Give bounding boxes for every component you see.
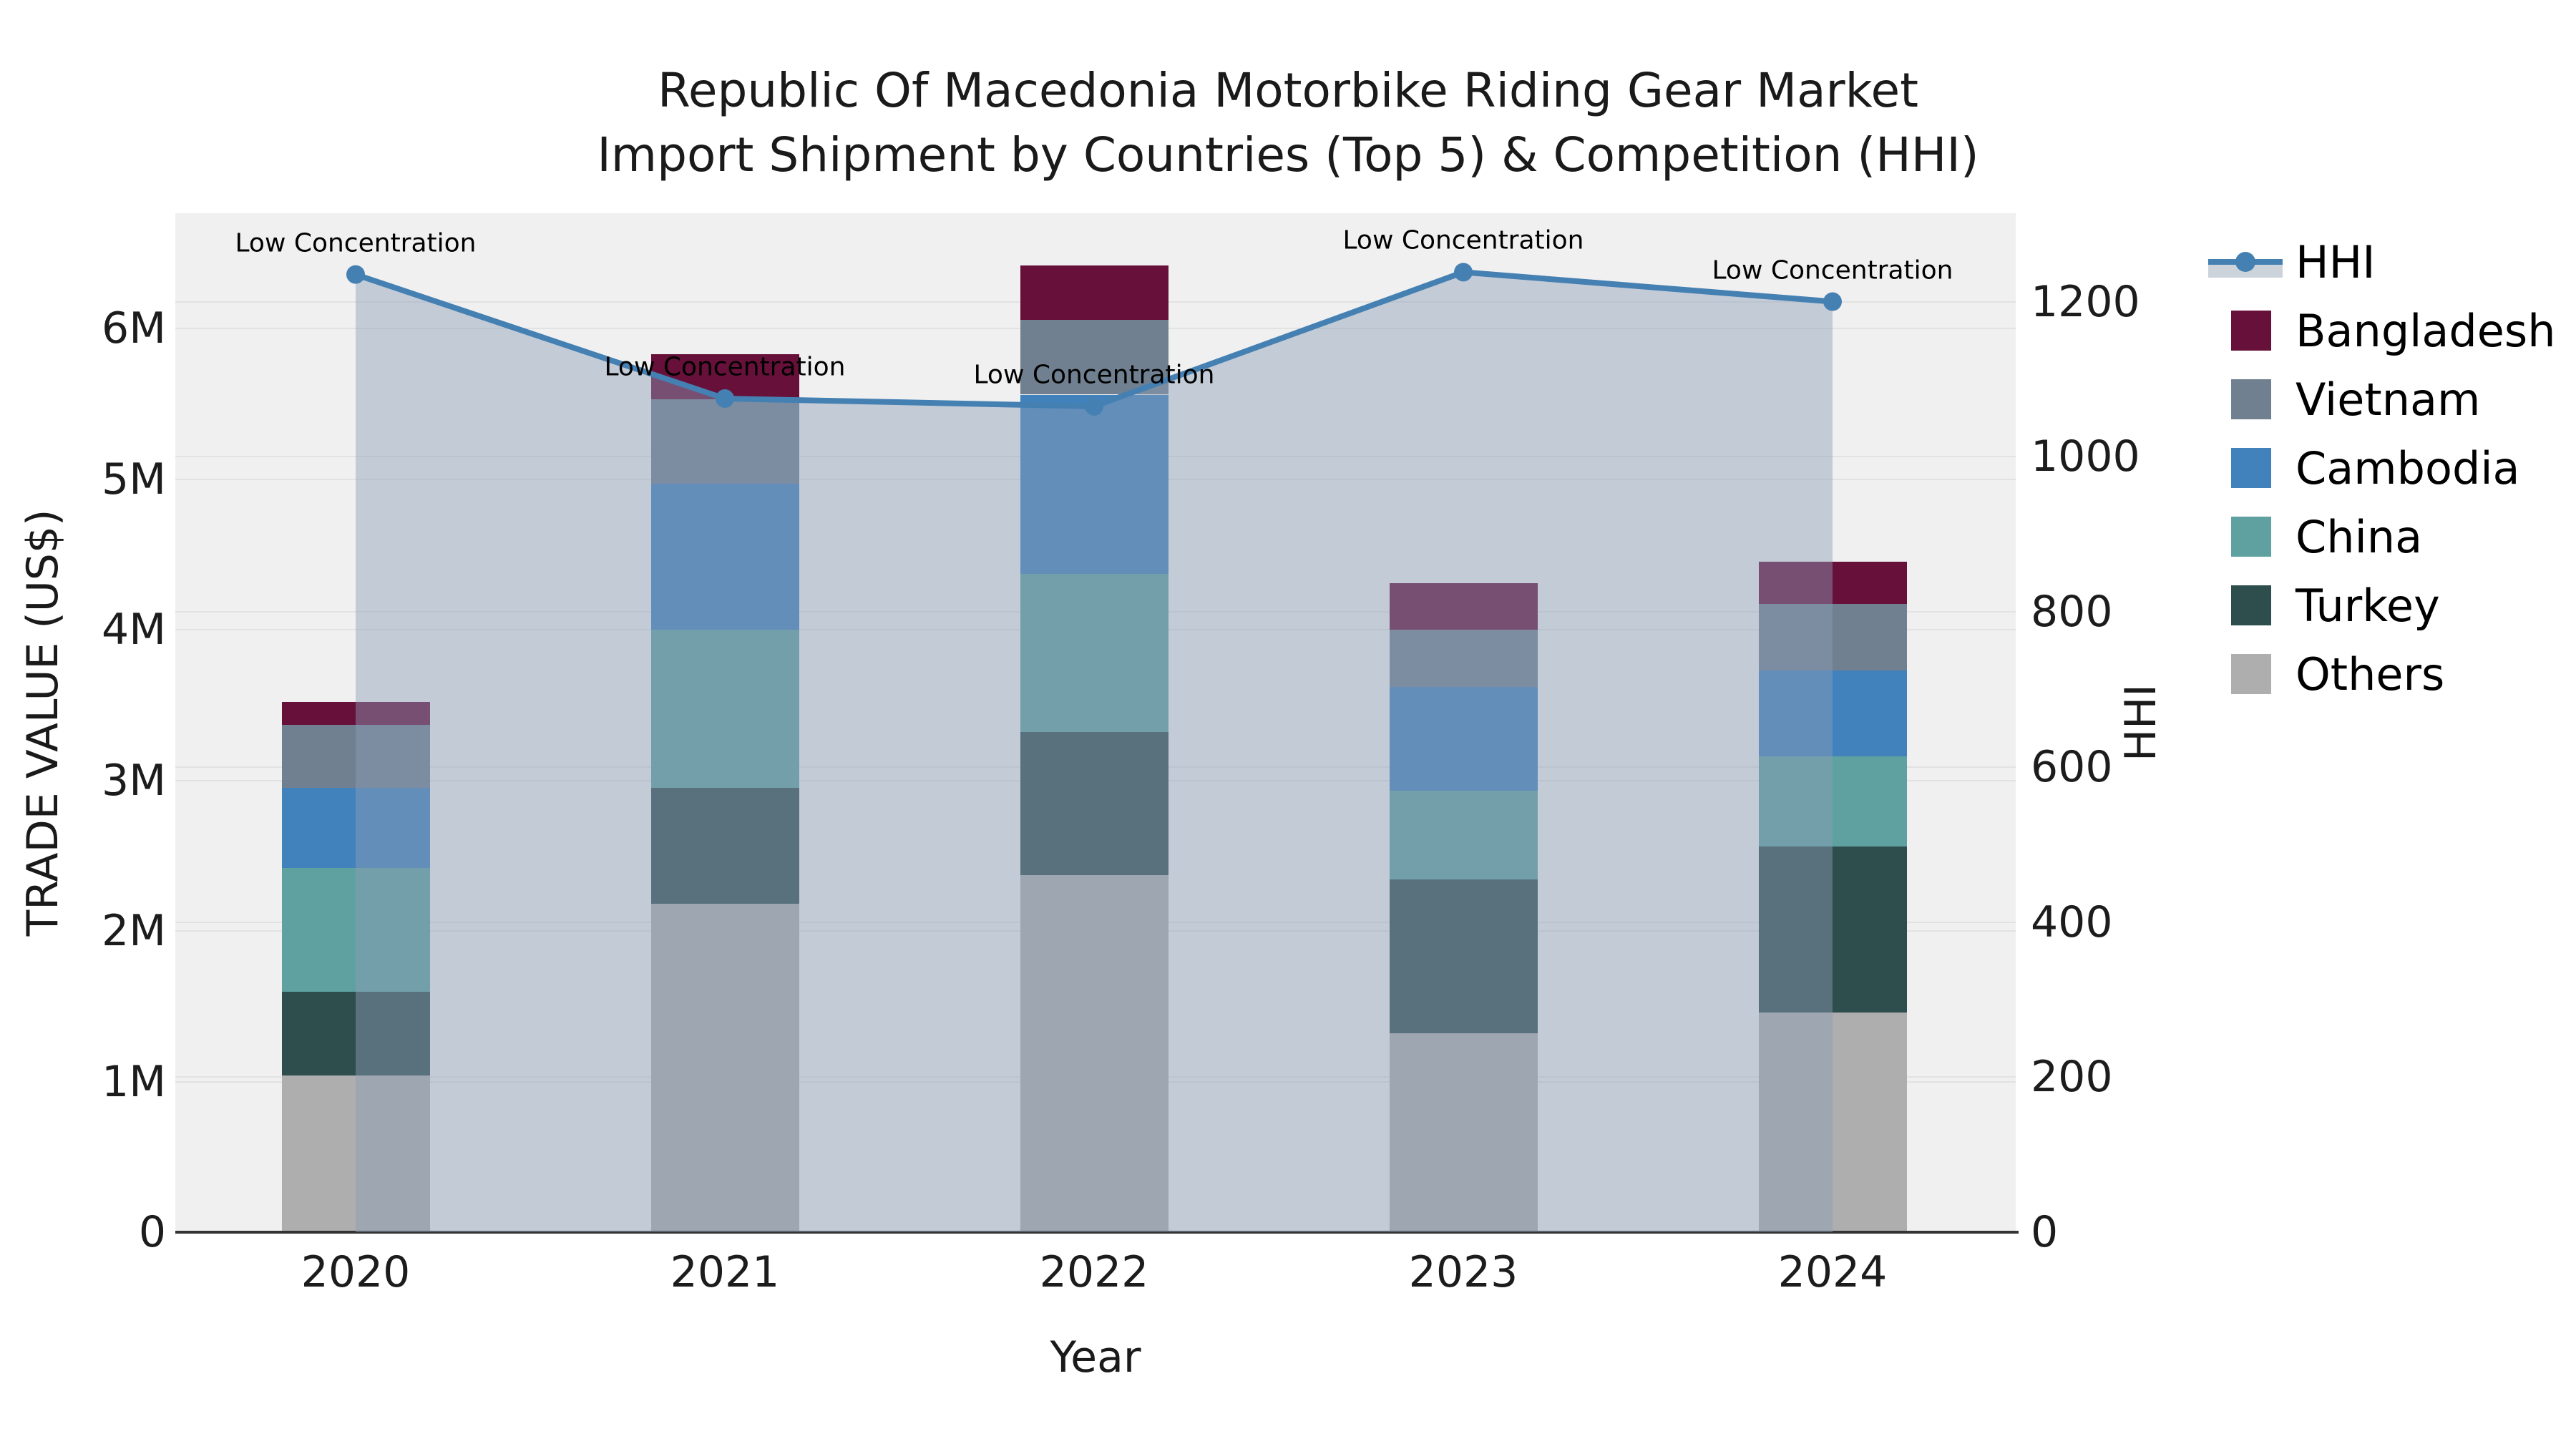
china-color-swatch: [2208, 502, 2283, 571]
hhi-marker-2024: [1823, 292, 1842, 311]
legend-item-bangladesh: Bangladesh: [2208, 296, 2556, 365]
annotation-2024: Low Concentration: [1712, 255, 1953, 286]
legend: HHI Bangladesh Vietnam Cambodia China Turkey O…: [2208, 228, 2556, 708]
x-tick-2024: 2024: [1777, 1247, 1888, 1297]
legend-swatch: [2231, 379, 2271, 419]
legend-item-cambodia: Cambodia: [2208, 434, 2556, 502]
legend-label: Turkey: [2296, 579, 2440, 632]
bar-segment-2022-turkey: [1020, 732, 1169, 875]
bangladesh-color-swatch: [2208, 296, 2283, 365]
y-left-tick-6M: 6M: [102, 303, 166, 353]
y-right-tick-1000: 1000: [2031, 431, 2140, 482]
plot-area: [175, 213, 2016, 1232]
x-axis-line: [175, 1231, 2019, 1234]
x-tick-2020: 2020: [301, 1247, 411, 1297]
bar-segment-2020-bangladesh: [282, 702, 430, 725]
bar-segment-2021-cambodia: [651, 484, 799, 630]
y-right-tick-200: 200: [2031, 1052, 2113, 1102]
bar-segment-2020-china: [282, 868, 430, 992]
annotation-2023: Low Concentration: [1342, 225, 1584, 255]
bar-segment-2021-vietnam: [651, 399, 799, 484]
chart-title-line2: Import Shipment by Countries (Top 5) & C…: [597, 127, 1979, 182]
cambodia-color-swatch: [2208, 434, 2283, 502]
bar-segment-2020-others: [282, 1075, 430, 1232]
bar-segment-2022-others: [1020, 875, 1169, 1232]
x-tick-2022: 2022: [1039, 1247, 1149, 1297]
bar-segment-2023-bangladesh: [1390, 583, 1538, 630]
x-axis-title: Year: [1050, 1332, 1141, 1382]
legend-swatch: [2231, 585, 2271, 625]
chart-title-line1: Republic Of Macedonia Motorbike Riding G…: [657, 63, 1919, 118]
legend-item-turkey: Turkey: [2208, 571, 2556, 640]
annotation-2022: Low Concentration: [973, 360, 1215, 390]
legend-swatch: [2231, 517, 2271, 557]
legend-label: China: [2296, 510, 2423, 563]
y-left-tick-3M: 3M: [102, 756, 166, 806]
legend-item-vietnam: Vietnam: [2208, 365, 2556, 434]
bar-segment-2023-turkey: [1390, 879, 1538, 1033]
bar-segment-2023-cambodia: [1390, 687, 1538, 791]
bar-segment-2024-cambodia: [1759, 670, 1907, 756]
bar-segment-2022-bangladesh: [1020, 265, 1169, 320]
bar-segment-2021-others: [651, 904, 799, 1232]
bar-segment-2022-vietnam: [1020, 319, 1169, 394]
others-color-swatch: [2208, 640, 2283, 708]
bar-segment-2020-cambodia: [282, 788, 430, 868]
annotation-2020: Low Concentration: [235, 228, 477, 258]
hhi-area-fill: [356, 272, 1833, 1232]
hhi-marker-2020: [346, 265, 365, 284]
vietnam-color-swatch: [2208, 365, 2283, 434]
y-right-tick-400: 400: [2031, 897, 2113, 947]
annotation-2021: Low Concentration: [604, 352, 846, 382]
bar-segment-2024-others: [1759, 1013, 1907, 1232]
bar-segment-2024-turkey: [1759, 847, 1907, 1013]
legend-item-china: China: [2208, 502, 2556, 571]
y-left-tick-2M: 2M: [102, 906, 166, 956]
legend-label: Others: [2296, 648, 2445, 701]
hhi-marker-2021: [716, 389, 734, 409]
bar-segment-2024-bangladesh: [1759, 562, 1907, 604]
legend-label: HHI: [2296, 235, 2376, 288]
legend-label: Cambodia: [2296, 441, 2520, 494]
bar-segment-2023-china: [1390, 791, 1538, 879]
x-tick-2023: 2023: [1408, 1247, 1518, 1297]
bar-segment-2023-vietnam: [1390, 630, 1538, 687]
legend-swatch: [2231, 654, 2271, 694]
legend-item-others: Others: [2208, 640, 2556, 708]
y-left-tick-1M: 1M: [102, 1057, 166, 1107]
legend-item-hhi: HHI: [2208, 228, 2556, 296]
bar-segment-2020-vietnam: [282, 725, 430, 788]
y-right-tick-800: 800: [2031, 587, 2113, 637]
turkey-color-swatch: [2208, 571, 2283, 640]
y-right-tick-1200: 1200: [2031, 277, 2140, 327]
y-right-tick-0: 0: [2031, 1207, 2059, 1257]
bar-segment-2021-china: [651, 630, 799, 788]
hhi-marker-swatch: [2235, 252, 2255, 272]
bar-segment-2022-china: [1020, 574, 1169, 732]
y-right-tick-600: 600: [2031, 742, 2113, 792]
legend-label: Vietnam: [2296, 373, 2481, 426]
x-tick-2021: 2021: [670, 1247, 780, 1297]
hhi-line-legend-symbol: [2208, 228, 2283, 296]
hhi-marker-2022: [1085, 396, 1103, 416]
y-left-tick-5M: 5M: [102, 454, 166, 504]
bar-segment-2022-cambodia: [1020, 395, 1169, 574]
bar-segment-2024-china: [1759, 756, 1907, 847]
bar-segment-2021-turkey: [651, 788, 799, 904]
bar-segment-2020-turkey: [282, 991, 430, 1075]
legend-swatch: [2231, 311, 2271, 351]
y-left-tick-0: 0: [138, 1207, 166, 1257]
hhi-marker-2023: [1454, 263, 1473, 282]
y-left-tick-4M: 4M: [102, 605, 166, 655]
legend-swatch: [2231, 448, 2271, 488]
bar-segment-2024-vietnam: [1759, 604, 1907, 670]
legend-label: Bangladesh: [2296, 304, 2556, 357]
bar-segment-2023-others: [1390, 1033, 1538, 1232]
